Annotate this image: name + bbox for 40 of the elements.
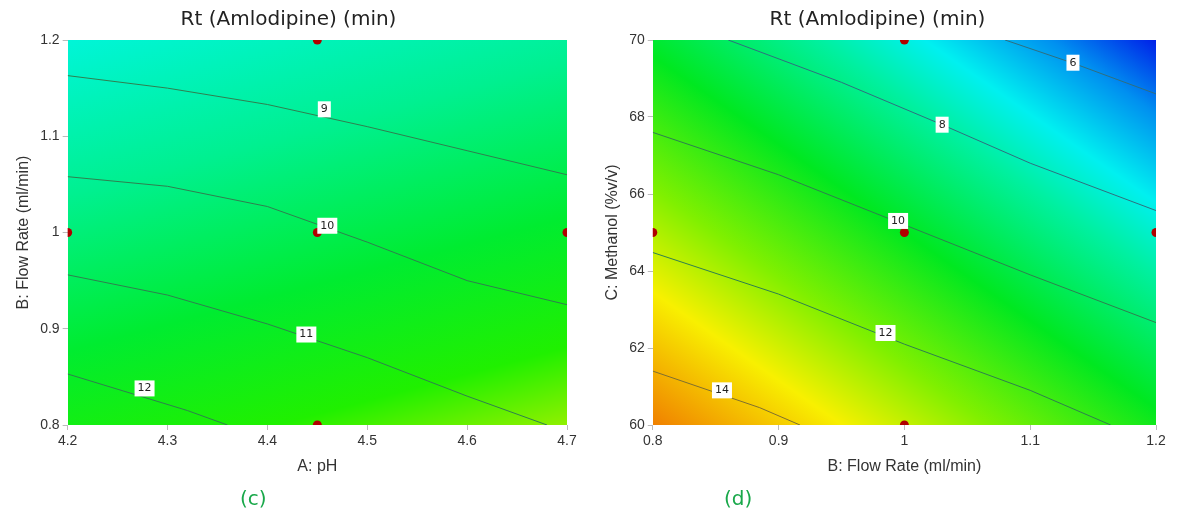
y-axis-title: C: Methanol (%v/v) xyxy=(603,164,621,301)
y-tick-label: 0.9 xyxy=(40,319,60,336)
y-tick-label: 0.8 xyxy=(40,415,60,432)
annotation: 14 xyxy=(714,383,729,397)
y-axis-title: B: Flow Rate (ml/min) xyxy=(14,155,32,310)
y-tick-label: 68 xyxy=(629,107,645,124)
x-axis-title: B: Flow Rate (ml/min) xyxy=(827,456,982,474)
annotation: 10 xyxy=(320,218,335,232)
y-tick-label: 1.2 xyxy=(40,30,60,47)
x-tick-label: 4.5 xyxy=(357,432,378,449)
x-tick-label: 0.8 xyxy=(643,432,663,449)
x-tick-label: 4.4 xyxy=(257,432,278,449)
annotation: 12 xyxy=(137,381,152,395)
annotation: 10 xyxy=(891,213,906,227)
chart-title: Rt (Amlodipine) (min) xyxy=(180,6,397,31)
annotation: 9 xyxy=(320,102,328,116)
y-tick-label: 1 xyxy=(51,223,60,240)
x-tick-label: 4.6 xyxy=(457,432,478,449)
y-tick-label: 64 xyxy=(629,261,645,278)
text: (c) xyxy=(240,486,267,510)
text: (d) xyxy=(724,486,753,510)
annotation: 12 xyxy=(878,325,893,339)
point xyxy=(899,228,909,237)
y-tick-label: 62 xyxy=(629,338,645,355)
x-tick-label: 1 xyxy=(900,432,909,449)
y-tick-label: 60 xyxy=(629,415,645,432)
y-tick-label: 70 xyxy=(629,30,645,47)
x-tick-label: 0.9 xyxy=(768,432,789,449)
annotation: 11 xyxy=(299,327,314,341)
x-tick-label: 4.7 xyxy=(557,432,577,449)
annotation: 8 xyxy=(938,117,946,131)
x-tick-label: 1.2 xyxy=(1146,432,1166,449)
chart-title: Rt (Amlodipine) (min) xyxy=(769,6,986,31)
x-tick-label: 1.1 xyxy=(1020,432,1041,449)
x-tick-label: 4.2 xyxy=(57,432,78,449)
y-tick-label: 1.1 xyxy=(40,127,60,144)
x-axis-title: A: pH xyxy=(297,456,338,474)
x-tick-label: 4.3 xyxy=(157,432,178,449)
y-tick-label: 66 xyxy=(629,184,645,201)
annotation: 6 xyxy=(1069,55,1077,69)
